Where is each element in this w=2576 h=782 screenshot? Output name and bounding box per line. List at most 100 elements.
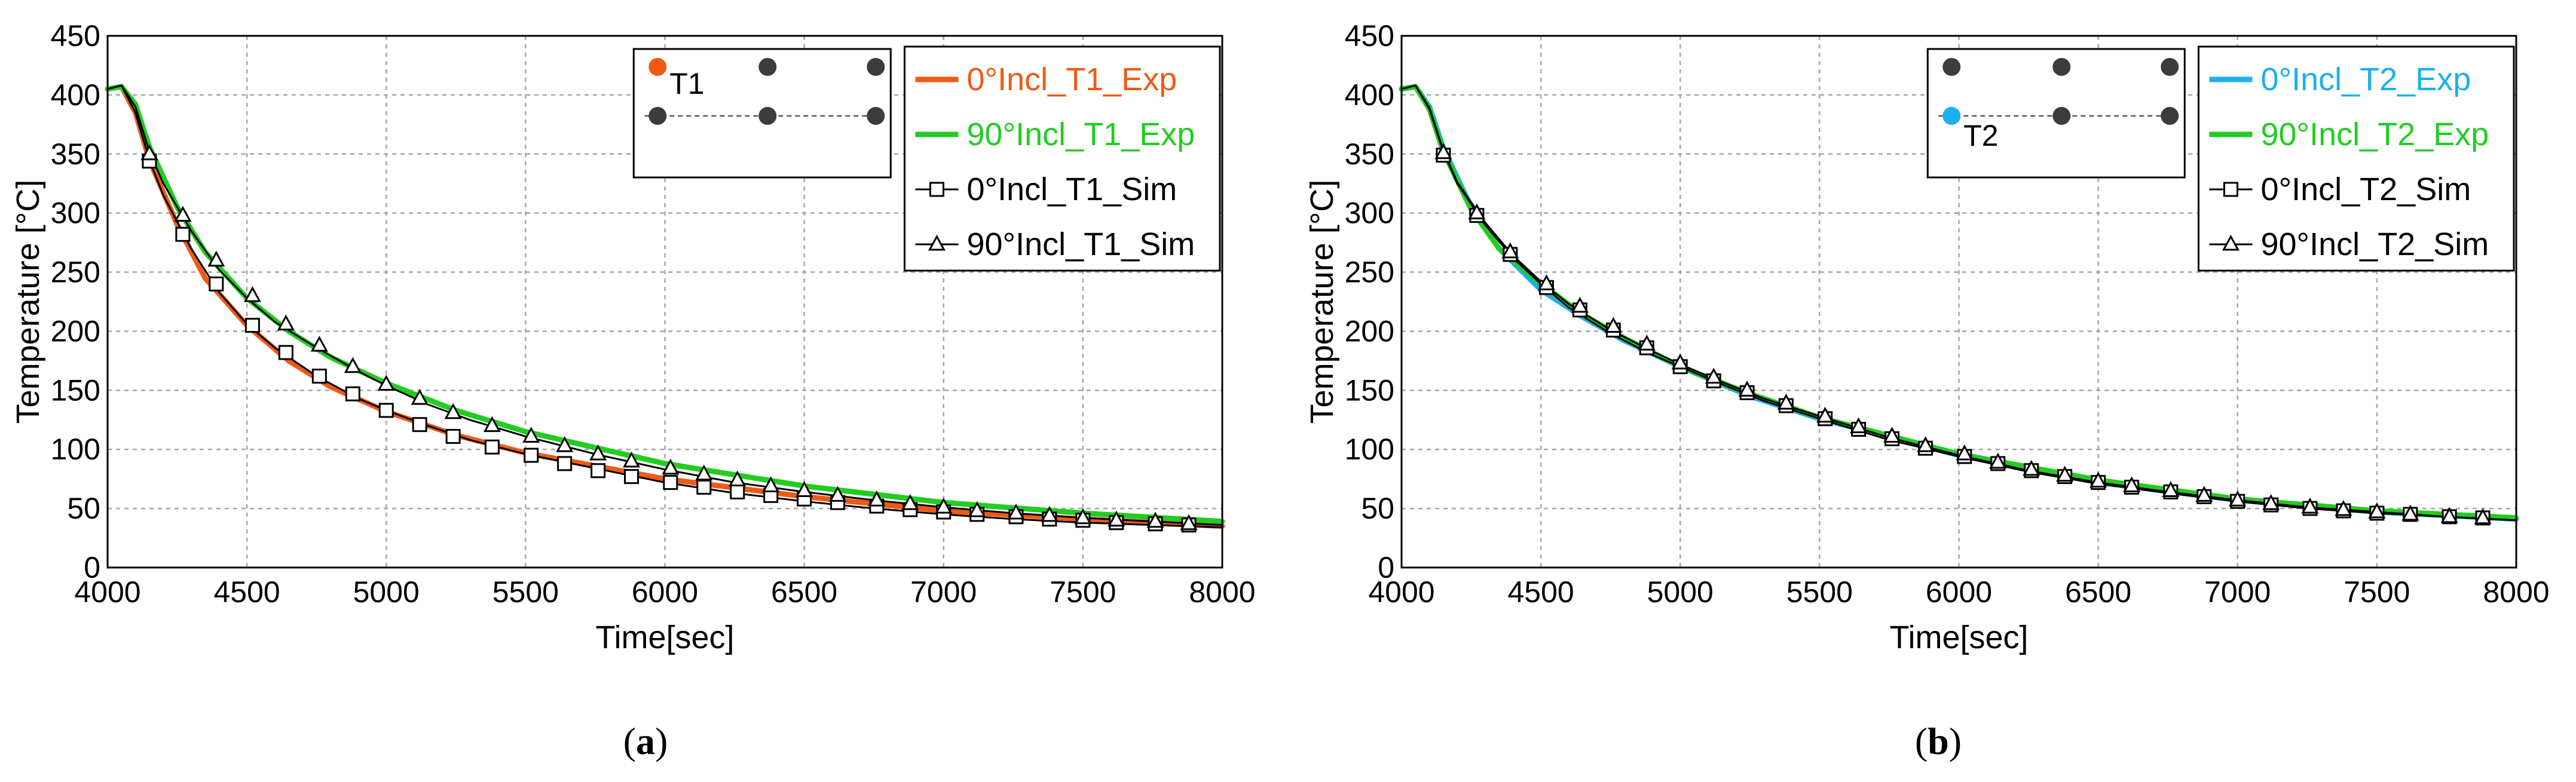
triangle-marker [1850,417,1868,434]
triangle-marker [1537,274,1555,290]
y-tick-label: 0 [84,551,100,584]
triangle-marker [2440,507,2458,523]
triangle-marker [1108,510,1125,527]
x-tick-label: 7000 [2204,575,2271,609]
y-axis-title: Temperature [°C] [10,180,46,424]
triangle-marker [1638,335,1656,351]
triangle-marker [901,494,919,510]
triangle-marker [1816,406,1834,423]
legend-item: 0°Incl_T1_Sim [915,171,1177,207]
triangle-marker [695,464,713,481]
y-tick-label: 450 [1345,19,1394,53]
triangle-marker [1074,508,1092,525]
sensor-dot [648,107,667,125]
panel-caption-letter: b [1928,720,1949,762]
triangle-marker [411,389,429,405]
triangle-marker [1917,436,1935,452]
x-tick-label: 6000 [1926,575,1992,609]
square-marker [484,439,500,455]
triangle-marker [2123,476,2141,493]
triangle-marker [277,314,295,331]
triangle-marker [140,144,158,161]
legend-label: 0°Incl_T2_Exp [2260,62,2471,97]
legend-item: 0°Incl_T1_Exp [915,62,1177,97]
sensor-dot [1942,58,1961,76]
triangle-marker [310,336,328,352]
triangle-marker [174,206,192,222]
legend-label: 90°Incl_T1_Sim [966,226,1195,262]
legend-triangle-marker [928,234,946,251]
triangle-marker [2474,508,2492,525]
triangle-marker [968,501,986,517]
triangle-marker [1671,353,1689,370]
triangle-marker [729,470,747,487]
square-marker [557,456,573,471]
y-tick-label: 300 [1345,197,1394,230]
x-tick-label: 4000 [74,575,140,609]
legend-label: 90°Incl_T2_Sim [2260,226,2489,262]
triangle-marker [444,403,462,419]
square-marker [663,475,678,490]
y-tick-label: 350 [51,137,100,171]
triangle-marker [556,436,574,452]
sensor-dot [2052,58,2071,76]
panel-caption-letter: a [636,720,655,762]
triangle-marker [1956,444,1974,461]
square-marker [378,403,394,418]
triangle-marker [762,476,780,493]
sensor-dot-highlighted [1942,107,1961,125]
x-tick-label: 6000 [632,575,698,609]
triangle-marker [2262,494,2280,510]
triangle-marker [1989,452,2007,469]
y-tick-label: 350 [1345,137,1394,171]
sensor-inset: T1 [632,48,892,179]
x-tick-label: 5000 [1647,575,1714,609]
square-marker [345,386,360,401]
y-tick-label: 200 [1345,314,1394,348]
triangle-marker [796,481,813,497]
sensor-dot [758,58,777,76]
inset-sensor-label: T1 [669,67,704,100]
sensor-dot [2052,107,2071,125]
sensor-dot [867,58,885,76]
triangle-marker [377,375,395,391]
legend-item: 90°Incl_T1_Exp [915,116,1195,152]
y-tick-label: 150 [1345,373,1394,407]
triangle-marker [1777,393,1795,410]
square-marker [175,226,191,242]
x-tick-label: 4500 [1508,575,1574,609]
legend: 0°Incl_T1_Exp 90°Incl_T1_Exp 0°Incl_T1_Sim… [903,45,1221,272]
triangle-marker [1571,296,1589,313]
legend: 0°Incl_T2_Exp 90°Incl_T2_Exp 0°Incl_T2_Sim… [2197,45,2515,272]
legend-frame [903,45,1221,272]
legend-label: 0°Incl_T1_Sim [966,171,1177,207]
plot-frame [1400,35,2517,569]
legend-square-marker [929,182,944,197]
square-marker [412,417,427,433]
triangle-marker [589,444,607,461]
inset-sensor-label: T2 [1963,119,1998,152]
triangle-marker [1146,511,1164,528]
y-tick-label: 250 [51,256,100,289]
y-tick-label: 400 [1345,78,1394,112]
sensor-dot [2161,58,2179,76]
square-marker [244,318,260,333]
x-tick-label: 4000 [1368,575,1434,609]
legend-item: 0°Incl_T2_Sim [2209,171,2471,207]
triangle-marker [2301,498,2319,514]
legend-label: 90°Incl_T2_Exp [2260,116,2489,152]
y-tick-label: 450 [51,19,100,53]
triangle-marker [2089,471,2107,488]
triangle-marker [1007,503,1025,520]
legend-label: 90°Incl_T1_Exp [966,116,1195,152]
sensor-dot [2161,107,2179,125]
x-tick-label: 7000 [910,575,977,609]
triangle-marker [1883,427,1901,443]
square-marker [278,345,293,360]
legend-item: 90°Incl_T2_Sim [2209,226,2489,262]
x-axis-title: Time[sec] [1889,620,2028,655]
x-tick-label: 8000 [2483,575,2549,609]
y-tick-label: 150 [51,373,100,407]
triangle-marker [1705,367,1723,384]
triangle-marker [2056,465,2074,482]
